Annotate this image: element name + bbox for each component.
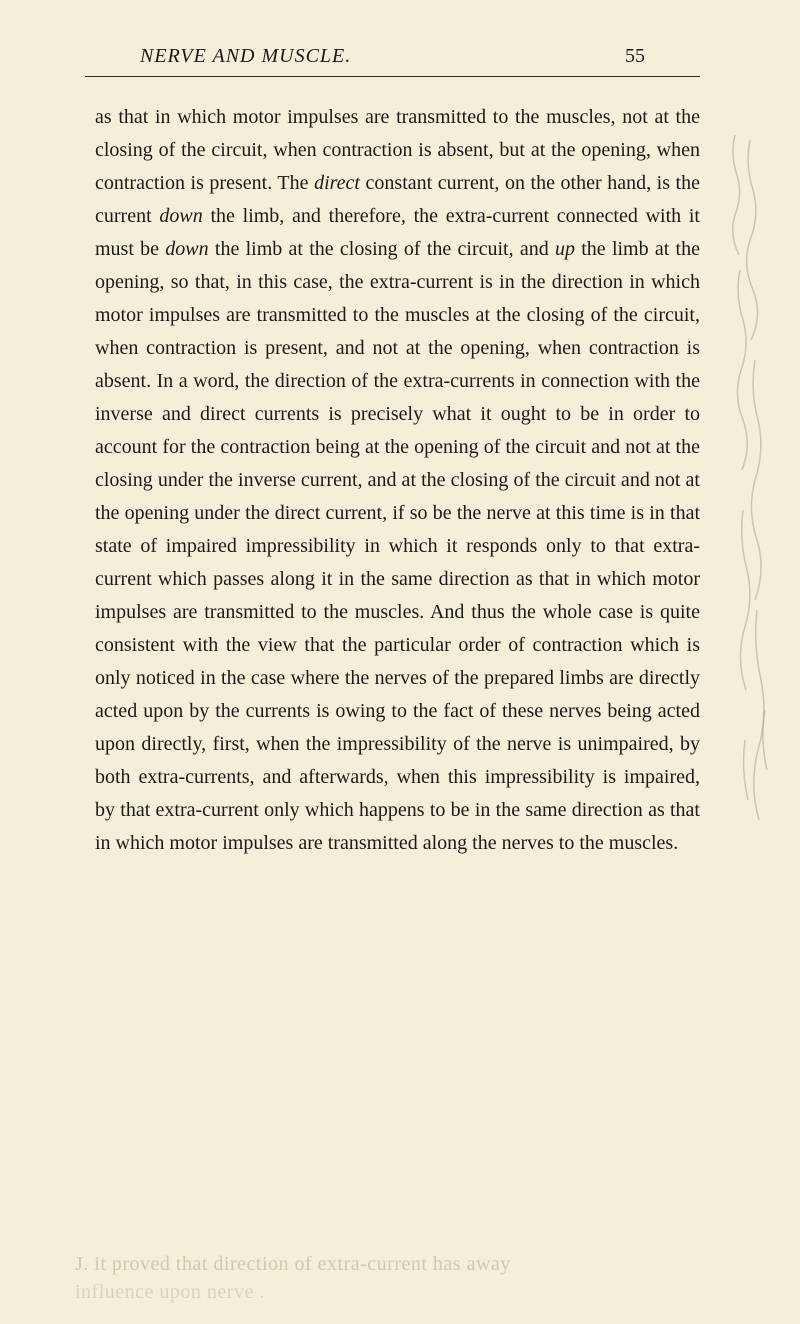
page-number: 55 [625, 45, 645, 68]
italic-text: up [555, 238, 575, 260]
italic-text: down [165, 238, 208, 260]
running-title: NERVE AND MUSCLE. [140, 45, 351, 68]
page-header: NERVE AND MUSCLE. 55 [85, 45, 700, 77]
book-page: NERVE AND MUSCLE. 55 as that in which mo… [0, 0, 800, 1324]
handwritten-annotation-line2: influence upon nerve . [75, 1281, 265, 1304]
body-text-run: the limb at the opening, so that, in thi… [95, 238, 700, 854]
margin-wavy-lines [715, 130, 790, 1030]
italic-text: down [159, 205, 202, 227]
body-paragraph: as that in which motor impulses are tran… [85, 101, 700, 860]
handwritten-annotation-line1: J. it proved that direction of extra-cur… [75, 1253, 511, 1276]
body-text-run: the limb at the closing of the circuit, … [209, 238, 555, 260]
margin-annotations [715, 130, 790, 1030]
italic-text: direct [314, 172, 360, 194]
